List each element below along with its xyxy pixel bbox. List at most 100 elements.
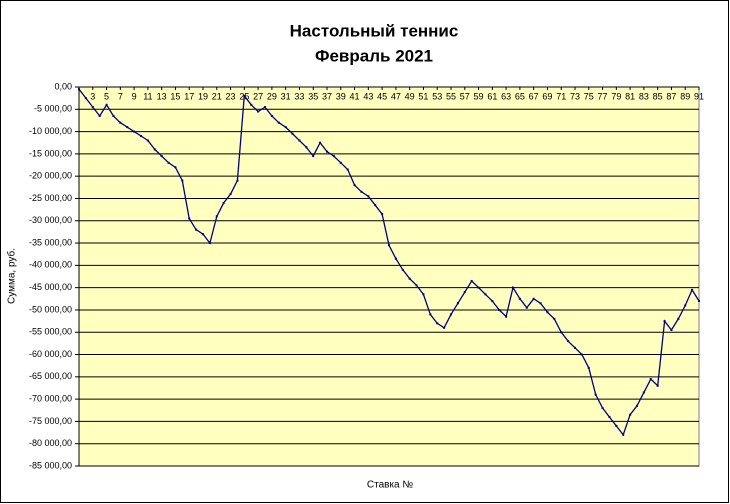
x-tick-label: 7 [118,91,123,101]
data-point [98,114,101,117]
x-tick-label: 67 [529,91,539,101]
data-point [105,103,108,106]
y-tick-label: -25 000,00 [29,193,72,203]
data-point [298,139,301,142]
data-point [346,168,349,171]
data-point [567,340,570,343]
data-point [208,242,211,245]
data-point [401,268,404,271]
data-point [133,130,136,133]
data-point [491,300,494,303]
y-tick-label: -30 000,00 [29,215,72,225]
x-tick-label: 77 [598,91,608,101]
data-point [394,257,397,260]
x-tick-label: 5 [104,91,109,101]
x-tick-label: 41 [350,91,360,101]
data-point [636,404,638,407]
data-point [188,217,191,220]
x-tick-label: 47 [391,91,401,101]
data-point [450,313,452,316]
data-point [436,322,439,325]
data-point [601,407,604,410]
data-point [546,311,549,314]
data-point [684,304,687,307]
x-axis-label: Ставка № [367,480,413,491]
x-tick-label: 21 [212,91,222,101]
data-point [236,179,239,182]
data-point [381,213,384,216]
data-point [360,190,363,193]
x-tick-label: 59 [474,91,484,101]
y-tick-label: -5 000,00 [34,104,72,114]
y-tick-label: -70 000,00 [29,393,72,403]
x-tick-label: 31 [281,91,291,101]
y-tick-label: -55 000,00 [29,327,72,337]
data-point [642,391,645,394]
y-tick-label: 0,00 [54,81,72,91]
data-point [353,184,356,187]
data-point [512,286,514,289]
x-tick-label: 55 [446,91,456,101]
x-tick-label: 61 [487,91,497,101]
data-point [477,286,480,289]
x-tick-label: 9 [132,91,137,101]
x-tick-label: 91 [694,91,704,101]
data-point [215,215,218,218]
data-point [112,114,115,117]
data-point [463,291,466,294]
x-tick-label: 53 [432,91,442,101]
data-point [518,297,521,300]
y-tick-label: -50 000,00 [29,304,72,314]
x-tick-label: 89 [680,91,690,101]
x-tick-label: 3 [90,91,95,101]
data-point [374,204,377,207]
data-point [608,415,611,418]
y-tick-label: -45 000,00 [29,282,72,292]
data-point [222,201,225,204]
data-point [277,121,280,124]
data-point [629,413,632,416]
x-tick-label: 79 [611,91,621,101]
x-tick-label: 15 [170,91,180,101]
x-tick-label: 87 [666,91,676,101]
data-point [229,193,232,196]
data-point [284,126,287,129]
data-point [181,179,184,182]
data-point [202,233,204,236]
data-point [126,126,129,129]
data-point [580,353,583,356]
data-point [319,141,322,144]
x-tick-label: 23 [226,91,236,101]
data-point [456,302,459,305]
x-tick-label: 37 [322,91,332,101]
data-point [332,155,335,158]
x-tick-label: 39 [336,91,346,101]
x-tick-label: 69 [542,91,552,101]
x-tick-label: 35 [308,91,318,101]
data-point [553,317,556,320]
y-tick-label: -65 000,00 [29,371,72,381]
y-tick-label: -80 000,00 [29,438,72,448]
y-tick-label: -75 000,00 [29,416,72,426]
x-tick-label: 63 [501,91,511,101]
data-point [140,135,142,138]
data-point [505,315,508,318]
data-point [367,195,370,198]
data-point [622,433,625,436]
y-tick-label: -20 000,00 [29,171,72,181]
data-point [422,293,425,296]
data-point [264,106,266,109]
x-tick-label: 27 [253,91,263,101]
x-tick-label: 49 [405,91,415,101]
data-point [663,320,666,323]
x-tick-label: 73 [570,91,580,101]
data-point [649,378,652,381]
data-point [415,284,418,287]
data-point [257,110,260,113]
data-point [339,161,342,164]
chart-subtitle: Февраль 2021 [315,46,433,65]
x-tick-label: 65 [515,91,525,101]
x-tick-label: 29 [267,91,277,101]
